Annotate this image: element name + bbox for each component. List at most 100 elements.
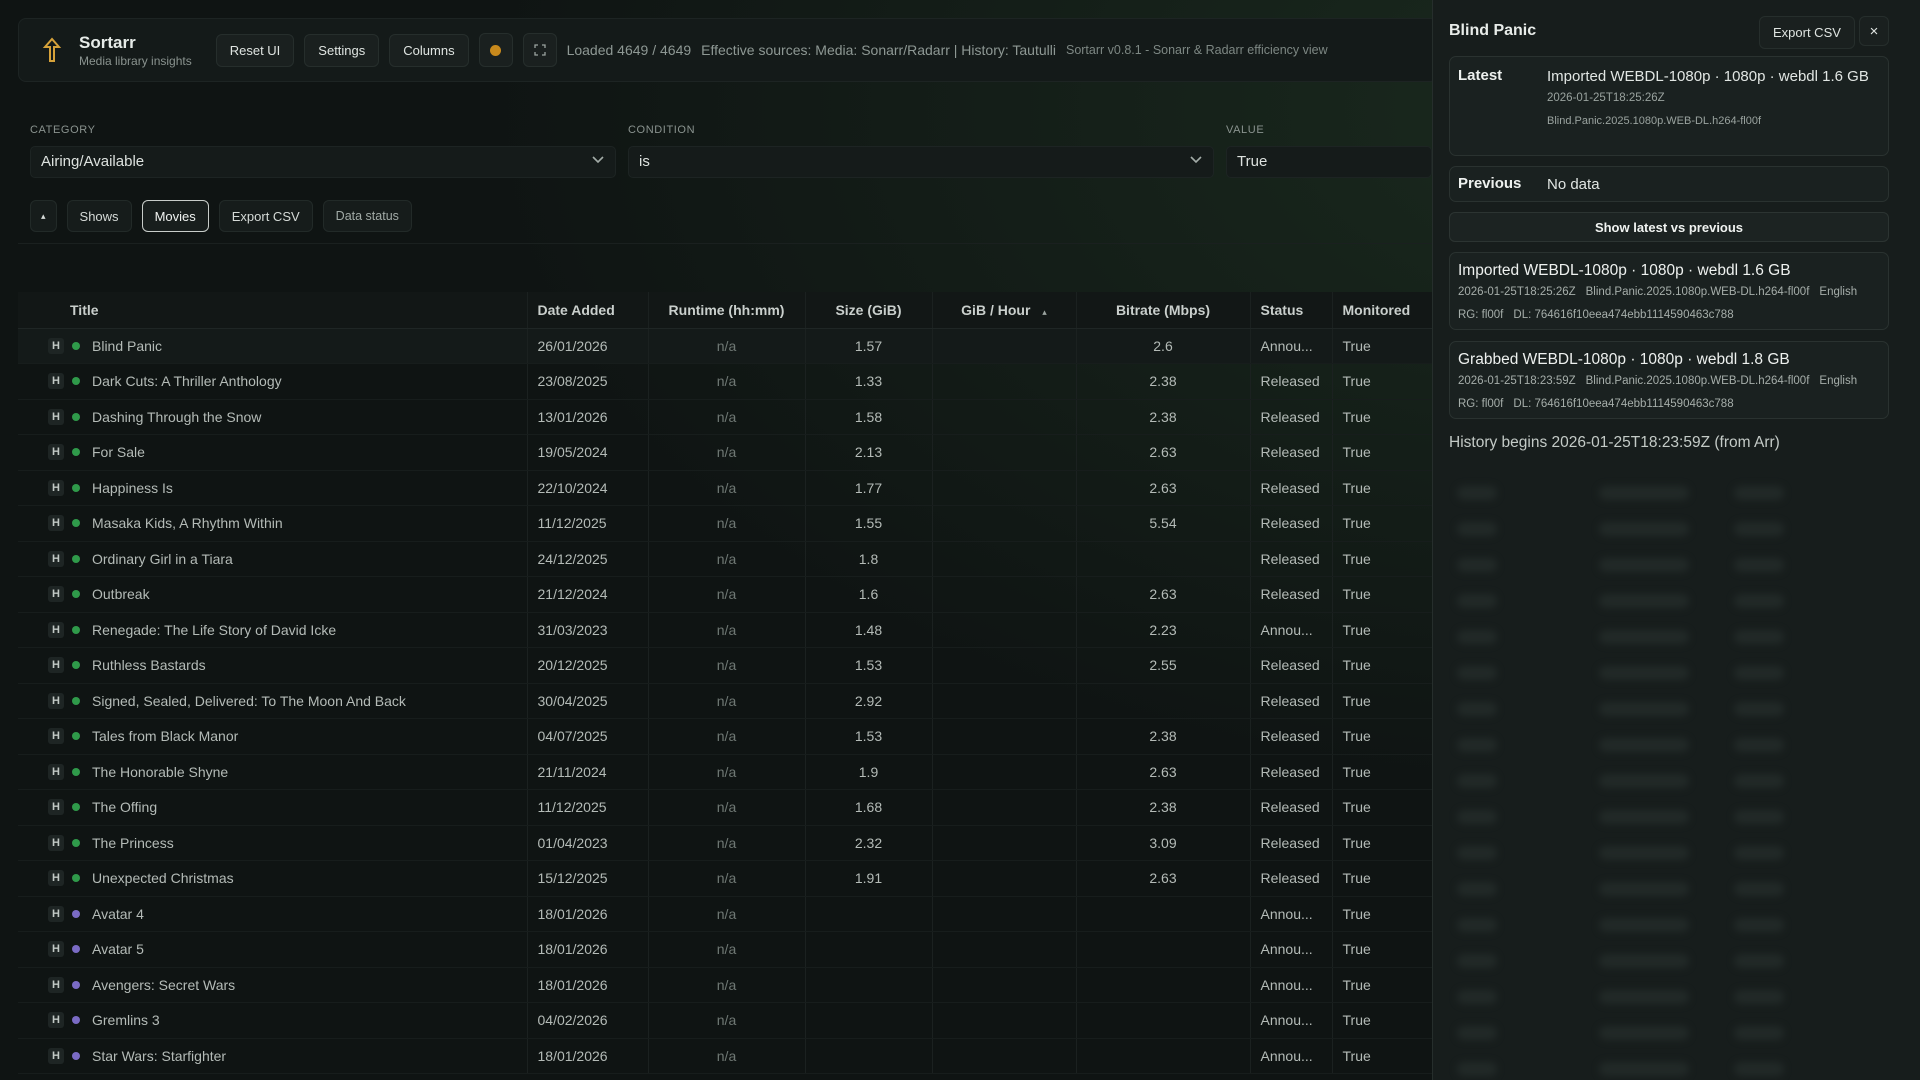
history-badge-icon[interactable]: H: [48, 976, 64, 993]
cell-runtime: n/a: [648, 363, 806, 400]
cell-runtime: n/a: [648, 576, 806, 613]
table-row[interactable]: H Renegade: The Life Story of David Icke…: [18, 612, 1432, 648]
movie-title: Renegade: The Life Story of David Icke: [92, 621, 337, 638]
history-badge-icon[interactable]: H: [48, 479, 64, 496]
history-badge-icon[interactable]: H: [48, 728, 64, 745]
history-badge-icon[interactable]: H: [48, 337, 64, 354]
blurred-cell: [1599, 702, 1689, 716]
cell-monitored: True: [1332, 1038, 1432, 1074]
cell-gib-hour: [932, 612, 1077, 648]
table-row[interactable]: H Star Wars: Starfighter 18/01/2026 n/a …: [18, 1038, 1432, 1074]
table-row[interactable]: H For Sale 19/05/2024 n/a 2.13 2.63 Rele…: [18, 434, 1432, 471]
cell-title: H For Sale: [18, 434, 528, 471]
export-csv-button[interactable]: Export CSV: [218, 200, 313, 232]
history-badge-icon[interactable]: H: [48, 657, 64, 674]
blurred-cell: [1457, 738, 1497, 752]
collapse-filters-button[interactable]: ▴: [30, 200, 57, 232]
cell-status: Annou...: [1250, 328, 1333, 364]
movie-title: Ruthless Bastards: [92, 657, 206, 674]
show-latest-vs-previous-button[interactable]: Show latest vs previous: [1449, 212, 1889, 242]
cell-status: Released: [1250, 363, 1333, 400]
close-panel-button[interactable]: ×: [1859, 16, 1889, 46]
blurred-cell: [1457, 666, 1497, 680]
history-badge-icon[interactable]: H: [48, 621, 64, 638]
reset-ui-button[interactable]: Reset UI: [215, 33, 295, 67]
history-badge-icon[interactable]: H: [48, 515, 64, 532]
category-select[interactable]: Airing/Available: [30, 146, 616, 178]
table-row[interactable]: H Tales from Black Manor 04/07/2025 n/a …: [18, 718, 1432, 755]
history-badge-icon[interactable]: H: [48, 763, 64, 780]
history-badge-icon[interactable]: H: [48, 444, 64, 461]
table-row[interactable]: H Ruthless Bastards 20/12/2025 n/a 1.53 …: [18, 647, 1432, 684]
history-time: 2026-01-25T18:25:26Z: [1458, 286, 1576, 298]
history-badge-icon[interactable]: H: [48, 834, 64, 851]
condition-select[interactable]: is: [628, 146, 1214, 178]
theme-toggle-button[interactable]: [478, 33, 513, 67]
cell-monitored: True: [1332, 647, 1432, 684]
table-row[interactable]: H Happiness Is 22/10/2024 n/a 1.77 2.63 …: [18, 470, 1432, 506]
cell-status: Released: [1250, 860, 1333, 897]
movies-tab[interactable]: Movies: [141, 200, 209, 232]
table-row[interactable]: H Avatar 5 18/01/2026 n/a Annou... True: [18, 931, 1432, 968]
cell-bitrate: 2.38: [1076, 718, 1251, 755]
cell-gib-hour: [932, 1038, 1077, 1074]
status-dot-icon: [72, 448, 80, 457]
col-bitrate[interactable]: Bitrate (Mbps): [1076, 292, 1251, 329]
blurred-history-table: [1449, 466, 1889, 1080]
value-select[interactable]: True: [1226, 146, 1432, 178]
cell-bitrate: [1076, 683, 1251, 719]
panel-export-csv-button[interactable]: Export CSV: [1759, 16, 1855, 49]
blurred-cell: [1599, 486, 1689, 500]
table-row[interactable]: H Outbreak 21/12/2024 n/a 1.6 2.63 Relea…: [18, 576, 1432, 613]
history-badge-icon[interactable]: H: [48, 799, 64, 816]
col-size[interactable]: Size (GiB): [805, 292, 933, 329]
history-badge-icon[interactable]: H: [48, 1012, 64, 1029]
history-badge-icon[interactable]: H: [48, 905, 64, 922]
col-runtime[interactable]: Runtime (hh:mm): [648, 292, 806, 329]
history-badge-icon[interactable]: H: [48, 550, 64, 567]
col-gib-hour[interactable]: GiB / Hour ▴: [932, 292, 1077, 329]
history-badge-icon[interactable]: H: [48, 1047, 64, 1064]
movie-title: Dark Cuts: A Thriller Anthology: [92, 373, 282, 390]
cell-gib-hour: [932, 754, 1077, 790]
cell-bitrate: 2.55: [1076, 647, 1251, 684]
cell-date-added: 13/01/2026: [527, 399, 649, 435]
cell-monitored: True: [1332, 399, 1432, 435]
history-badge-icon[interactable]: H: [48, 941, 64, 958]
table-row[interactable]: H The Princess 01/04/2023 n/a 2.32 3.09 …: [18, 825, 1432, 861]
cell-size: 1.33: [805, 363, 933, 400]
table-row[interactable]: H Dashing Through the Snow 13/01/2026 n/…: [18, 399, 1432, 435]
col-status[interactable]: Status: [1250, 292, 1333, 329]
col-monitored[interactable]: Monitored: [1332, 292, 1432, 329]
cell-status: Annou...: [1250, 1038, 1333, 1074]
history-badge-icon[interactable]: H: [48, 870, 64, 887]
shows-tab[interactable]: Shows: [66, 200, 132, 232]
history-lang: English: [1819, 286, 1858, 298]
data-status-button[interactable]: Data status: [322, 200, 412, 232]
history-badge-icon[interactable]: H: [48, 586, 64, 603]
history-badge-icon[interactable]: H: [48, 408, 64, 425]
table-row[interactable]: H Blind Panic 26/01/2026 n/a 1.57 2.6 An…: [18, 328, 1432, 364]
columns-button[interactable]: Columns: [389, 33, 469, 67]
table-row[interactable]: H Unexpected Christmas 15/12/2025 n/a 1.…: [18, 860, 1432, 897]
col-date-added[interactable]: Date Added: [527, 292, 649, 329]
blurred-cell: [1599, 594, 1689, 608]
table-row[interactable]: H Avatar 4 18/01/2026 n/a Annou... True: [18, 896, 1432, 932]
table-row[interactable]: H Avengers: Secret Wars 18/01/2026 n/a A…: [18, 967, 1432, 1003]
history-badge-icon[interactable]: H: [48, 692, 64, 709]
history-badge-icon[interactable]: H: [48, 373, 64, 390]
table-row[interactable]: H Ordinary Girl in a Tiara 24/12/2025 n/…: [18, 541, 1432, 577]
table-row[interactable]: H Dark Cuts: A Thriller Anthology 23/08/…: [18, 363, 1432, 400]
fullscreen-button[interactable]: [522, 33, 557, 67]
blurred-cell: [1734, 558, 1784, 572]
table-row[interactable]: H The Offing 11/12/2025 n/a 1.68 2.38 Re…: [18, 789, 1432, 826]
table-row[interactable]: H Masaka Kids, A Rhythm Within 11/12/202…: [18, 505, 1432, 542]
settings-button[interactable]: Settings: [304, 33, 380, 67]
cell-size: 2.13: [805, 434, 933, 471]
col-title[interactable]: Title: [18, 292, 528, 329]
movie-title: Star Wars: Starfighter: [92, 1047, 227, 1064]
table-row[interactable]: H Gremlins 3 04/02/2026 n/a Annou... Tru…: [18, 1002, 1432, 1039]
blurred-cell: [1457, 954, 1497, 968]
table-row[interactable]: H The Honorable Shyne 21/11/2024 n/a 1.9…: [18, 754, 1432, 790]
table-row[interactable]: H Signed, Sealed, Delivered: To The Moon…: [18, 683, 1432, 719]
